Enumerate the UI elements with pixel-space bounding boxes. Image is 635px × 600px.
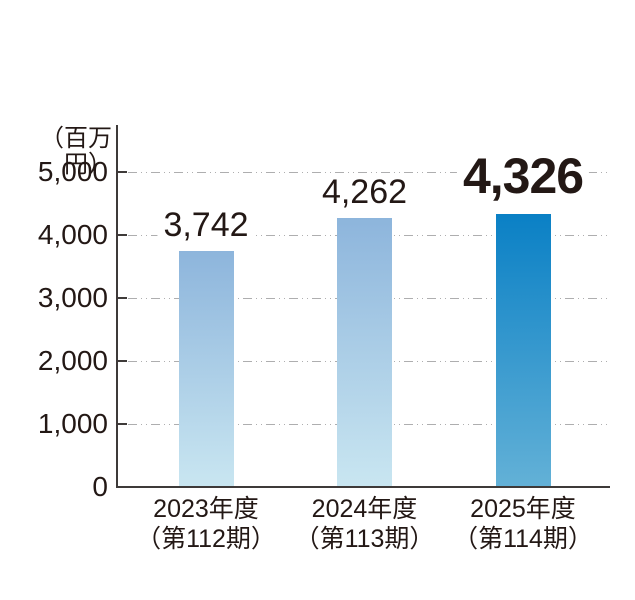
category-year: 2024年度 bbox=[311, 495, 418, 523]
bar-value-label: 3,742 bbox=[157, 206, 255, 243]
y-axis-tick bbox=[118, 233, 127, 236]
category-term: （第112期） bbox=[136, 525, 276, 553]
x-axis-category-label: 2025年度 （第114期） bbox=[453, 494, 593, 554]
y-tick-label: 0 bbox=[92, 471, 108, 502]
category-term: （第114期） bbox=[453, 525, 593, 553]
bar bbox=[337, 218, 392, 487]
category-year: 2025年度 bbox=[470, 495, 576, 523]
bar bbox=[495, 214, 551, 487]
y-tick-label: 2,000 bbox=[37, 344, 108, 376]
y-axis-unit-label: （百万円） bbox=[40, 125, 112, 178]
x-axis-line bbox=[116, 486, 610, 488]
y-tick-label: 5,000 bbox=[37, 155, 108, 187]
y-axis-tick bbox=[118, 359, 127, 362]
y-axis-tick bbox=[118, 170, 127, 173]
bar-value-label: 4,326 bbox=[456, 150, 590, 203]
gridline bbox=[128, 171, 610, 173]
y-axis-tick bbox=[118, 296, 127, 299]
bar bbox=[178, 250, 234, 487]
category-year: 2023年度 bbox=[153, 495, 259, 523]
x-axis-category-label: 2023年度 （第112期） bbox=[136, 494, 276, 554]
y-axis-tick bbox=[118, 422, 127, 425]
bar-value-label: 4,262 bbox=[315, 174, 414, 211]
y-tick-label: 1,000 bbox=[37, 407, 108, 439]
x-axis-category-label: 2024年度 （第113期） bbox=[295, 494, 435, 554]
y-tick-label: 3,000 bbox=[37, 281, 108, 313]
y-axis-line bbox=[116, 125, 118, 487]
y-tick-label: 4,000 bbox=[37, 218, 108, 250]
category-term: （第113期） bbox=[294, 525, 435, 553]
